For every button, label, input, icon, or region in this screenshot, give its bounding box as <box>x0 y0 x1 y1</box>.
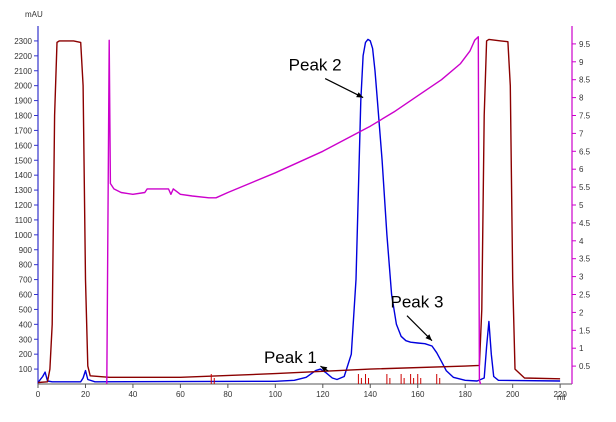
x-tick-label: 140 <box>364 390 378 399</box>
y-right-tick-label: 4.5 <box>579 219 591 228</box>
y-right-tick-label: 2.5 <box>579 291 591 300</box>
y-left-tick-label: 2200 <box>14 52 32 61</box>
x-tick-label: 40 <box>128 390 137 399</box>
y-left-tick-label: 800 <box>19 261 33 270</box>
y-left-tick-label: 700 <box>19 276 33 285</box>
x-tick-label: 100 <box>269 390 283 399</box>
y-left-tick-label: 1400 <box>14 171 32 180</box>
y-right-tick-label: 7 <box>579 129 584 138</box>
x-tick-label: 60 <box>176 390 185 399</box>
x-tick-label: 0 <box>36 390 41 399</box>
y-left-tick-label: 2000 <box>14 82 32 91</box>
x-tick-label: 120 <box>316 390 330 399</box>
y-right-tick-label: 5.5 <box>579 183 591 192</box>
y-right-tick-label: 6.5 <box>579 147 591 156</box>
y-left-tick-label: 1700 <box>14 126 32 135</box>
y-left-tick-label: 200 <box>19 350 33 359</box>
y-right-tick-label: 7.5 <box>579 112 591 121</box>
annotation-label: Peak 2 <box>289 56 342 75</box>
x-tick-label: 160 <box>411 390 425 399</box>
y-left-tick-label: 400 <box>19 320 33 329</box>
x-tick-label: 200 <box>506 390 520 399</box>
y-right-tick-label: 0.5 <box>579 362 591 371</box>
y-left-tick-label: 300 <box>19 335 33 344</box>
y-right-tick-label: 3.5 <box>579 255 591 264</box>
y-left-tick-label: 1200 <box>14 201 32 210</box>
annotation-label: Peak 3 <box>391 293 444 312</box>
series-line-1 <box>37 38 561 384</box>
y-right-tick-label: 1.5 <box>579 326 591 335</box>
x-tick-label: 20 <box>81 390 90 399</box>
x-unit-label: ml <box>557 393 566 402</box>
series-line-2 <box>106 36 482 385</box>
y-right-tick-label: 3 <box>579 273 584 282</box>
y-left-tick-label: 1600 <box>14 141 32 150</box>
x-tick-label: 80 <box>223 390 232 399</box>
series-line-0 <box>37 38 561 383</box>
y-left-tick-label: 500 <box>19 305 33 314</box>
y-left-tick-label: 2300 <box>14 37 32 46</box>
y-left-tick-label: 1800 <box>14 112 32 121</box>
y-right-tick-label: 4 <box>579 237 584 246</box>
y-left-tick-label: 1900 <box>14 97 32 106</box>
annotation-arrowhead <box>425 334 432 341</box>
y-left-tick-label: 1300 <box>14 186 32 195</box>
y-left-tick-label: 600 <box>19 291 33 300</box>
y-left-tick-label: 1500 <box>14 156 32 165</box>
y-right-tick-label: 1 <box>579 344 584 353</box>
y-left-tick-label: 100 <box>19 365 33 374</box>
y-right-tick-label: 9 <box>579 58 584 67</box>
y-right-tick-label: 9.5 <box>579 40 591 49</box>
x-tick-label: 220 <box>553 390 567 399</box>
y-left-tick-label: 1100 <box>15 216 33 225</box>
annotation-arrowhead <box>356 92 364 98</box>
y-right-tick-label: 8.5 <box>579 76 591 85</box>
y-left-tick-label: 2100 <box>14 67 32 76</box>
y-right-tick-label: 2 <box>579 308 584 317</box>
y-left-tick-label: 1000 <box>14 231 32 240</box>
y-right-tick-label: 8 <box>579 94 584 103</box>
y-right-tick-label: 5 <box>579 201 584 210</box>
annotation-arrow <box>324 78 364 99</box>
annotation-label: Peak 1 <box>264 348 317 367</box>
y-left-tick-label: 900 <box>19 246 33 255</box>
annotation-arrowhead <box>320 366 328 372</box>
y-right-tick-label: 6 <box>579 165 584 174</box>
y-unit-label: mAU <box>25 10 43 19</box>
x-tick-label: 180 <box>459 390 473 399</box>
